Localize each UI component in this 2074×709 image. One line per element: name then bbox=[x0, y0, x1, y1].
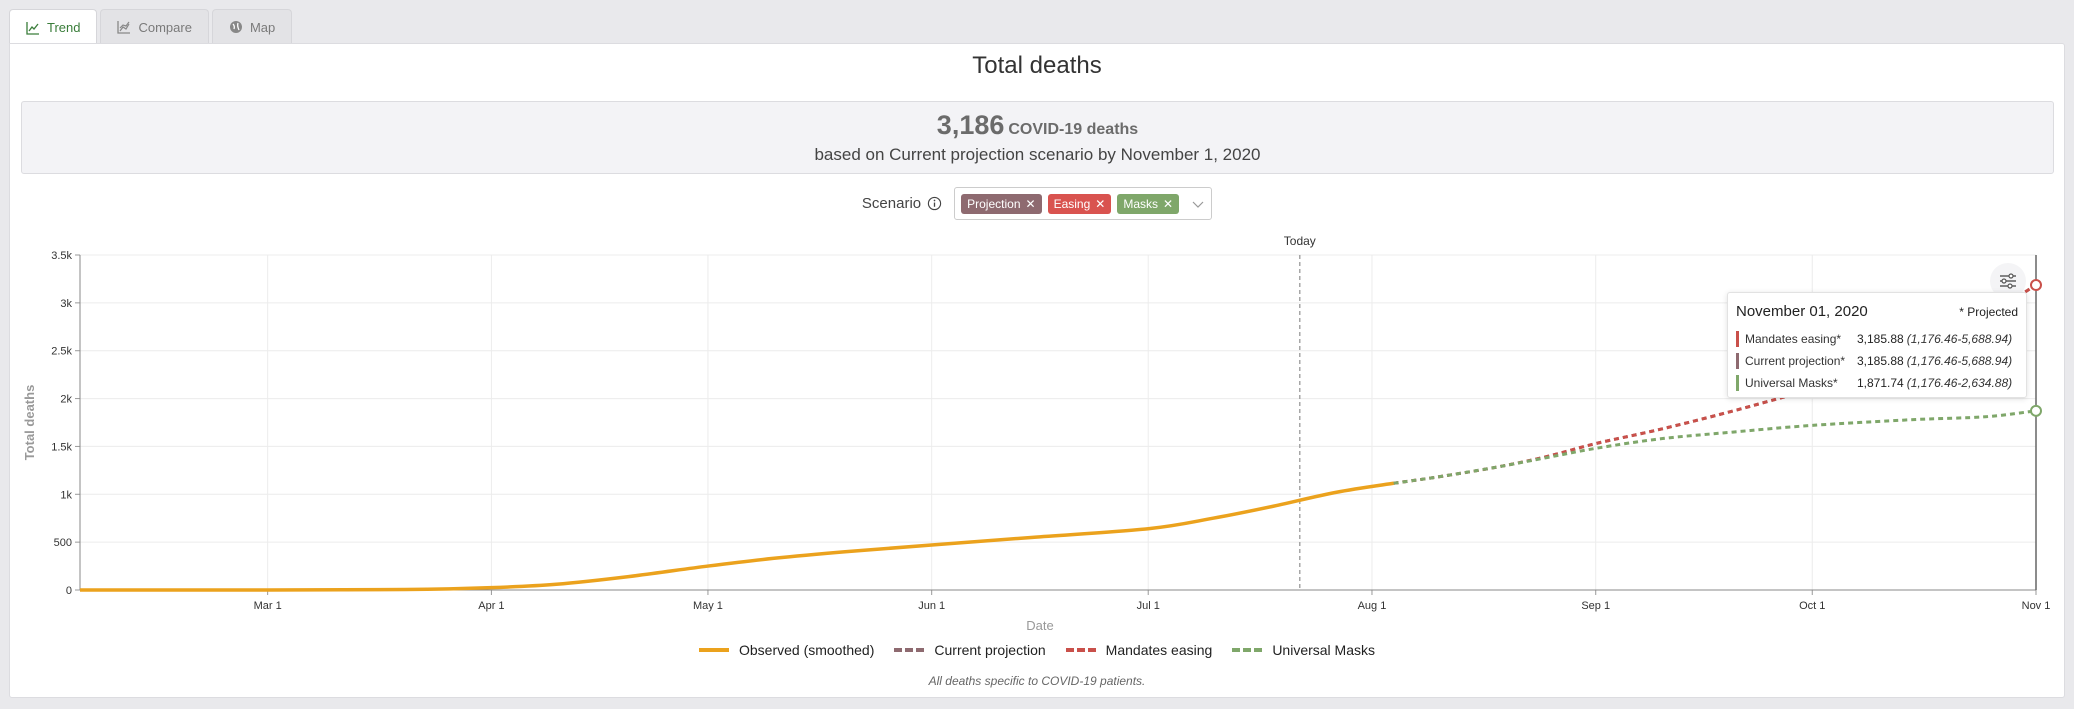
sliders-icon bbox=[2000, 273, 2016, 289]
summary-value: 3,186 bbox=[936, 110, 1005, 140]
tooltip-note: * Projected bbox=[1959, 305, 2018, 319]
page-title: Total deaths bbox=[972, 52, 1102, 79]
x-tick-label: Jul 1 bbox=[1137, 600, 1160, 612]
tab-trend[interactable]: Trend bbox=[9, 9, 98, 45]
tooltip-color-swatch bbox=[1736, 331, 1739, 347]
chip-masks-label: Masks bbox=[1123, 196, 1158, 211]
tooltip-row-value: 3,185.88 bbox=[1857, 354, 1904, 368]
y-tick-label: 1.5k bbox=[51, 441, 72, 453]
y-tick-label: 1k bbox=[60, 489, 72, 501]
summary-subtitle: based on Current projection scenario by … bbox=[814, 145, 1261, 164]
y-tick-label: 2.5k bbox=[51, 346, 72, 358]
series-line-universal-masks bbox=[1393, 409, 2037, 485]
globe-icon bbox=[229, 21, 242, 33]
tooltip-row: Current projection* 3,185.88 (1,176.46-5… bbox=[1736, 352, 2020, 370]
tab-trend-label: Trend bbox=[47, 20, 81, 35]
tooltip-row-name: Mandates easing* bbox=[1745, 332, 1842, 346]
tooltip-color-swatch bbox=[1736, 353, 1739, 369]
tab-compare-label: Compare bbox=[138, 19, 192, 35]
info-icon[interactable] bbox=[927, 196, 942, 211]
chip-projection[interactable]: Projection ✕ bbox=[961, 193, 1042, 214]
tooltip-color-swatch bbox=[1736, 375, 1739, 391]
x-tick-label: Apr 1 bbox=[478, 600, 504, 612]
close-icon[interactable]: ✕ bbox=[1025, 196, 1036, 211]
close-icon[interactable]: ✕ bbox=[1095, 196, 1106, 211]
summary-box: 3,186 COVID-19 deaths based on Current pr… bbox=[21, 101, 2054, 174]
tooltip-row-range: (1,176.46-5,688.94) bbox=[1906, 354, 2013, 368]
legend-label: Mandates easing bbox=[1105, 642, 1213, 658]
chip-easing-label: Easing bbox=[1053, 196, 1091, 211]
y-axis-label: Total deaths bbox=[22, 385, 37, 461]
tab-compare[interactable]: Compare bbox=[100, 9, 209, 44]
x-tick-label: Jun 1 bbox=[918, 600, 945, 612]
tooltip-row: Mandates easing* 3,185.88 (1,176.46-5,68… bbox=[1736, 330, 2020, 348]
tooltip-date: November 01, 2020 bbox=[1736, 303, 1868, 320]
line-chart-icon bbox=[26, 21, 39, 35]
hover-point bbox=[2030, 279, 2042, 292]
x-tick-label: Oct 1 bbox=[1799, 600, 1825, 612]
series-line-observed-smoothed- bbox=[79, 481, 1394, 592]
legend-label: Universal Masks bbox=[1272, 642, 1376, 658]
chart-legend: Observed (smoothed) Current projection M… bbox=[0, 642, 2074, 658]
legend-swatch bbox=[1232, 648, 1263, 652]
tooltip-row-value: 1,871.74 bbox=[1857, 376, 1904, 390]
tooltip-row-range: (1,176.46-5,688.94) bbox=[1906, 332, 2013, 346]
scenario-label: Scenario bbox=[861, 195, 922, 212]
scenario-selector: Scenario Projection ✕ Easing ✕ Masks ✕ bbox=[10, 187, 2064, 220]
legend-swatch bbox=[1065, 648, 1096, 652]
chip-masks[interactable]: Masks ✕ bbox=[1117, 193, 1180, 214]
tab-map-label: Map bbox=[249, 19, 276, 35]
view-tabs: Trend Compare Map bbox=[9, 9, 293, 45]
legend-label: Observed (smoothed) bbox=[738, 642, 875, 658]
legend-item-current-projection[interactable]: Current projection bbox=[894, 642, 1046, 658]
y-tick-label: 3.5k bbox=[51, 250, 72, 262]
today-label: Today bbox=[1284, 234, 1316, 248]
chip-projection-label: Projection bbox=[967, 196, 1021, 211]
legend-label: Current projection bbox=[934, 642, 1046, 658]
legend-swatch bbox=[698, 648, 729, 652]
x-tick-label: Mar 1 bbox=[254, 600, 282, 612]
y-tick-label: 2k bbox=[60, 394, 72, 406]
chevron-down-icon[interactable] bbox=[1191, 197, 1205, 211]
compare-chart-icon bbox=[117, 21, 131, 34]
tooltip-row-name: Universal Masks* bbox=[1745, 376, 1838, 390]
x-tick-label: Sep 1 bbox=[1581, 600, 1610, 612]
close-icon[interactable]: ✕ bbox=[1163, 196, 1174, 211]
x-tick-label: May 1 bbox=[693, 600, 723, 612]
y-tick-label: 0 bbox=[66, 585, 72, 597]
y-tick-label: 3k bbox=[60, 298, 72, 310]
hover-point bbox=[2030, 404, 2042, 417]
legend-item-mandates-easing[interactable]: Mandates easing bbox=[1065, 642, 1213, 658]
tab-map[interactable]: Map bbox=[211, 9, 293, 44]
chart-tooltip: November 01, 2020 * Projected Mandates e… bbox=[1727, 292, 2027, 398]
footnote: All deaths specific to COVID-19 patients… bbox=[928, 674, 1146, 688]
x-axis-label: Date bbox=[1026, 618, 1053, 633]
legend-item-observed[interactable]: Observed (smoothed) bbox=[698, 642, 875, 658]
x-tick-label: Nov 1 bbox=[2022, 600, 2051, 612]
chip-easing[interactable]: Easing ✕ bbox=[1047, 193, 1112, 214]
tooltip-row-value: 3,185.88 bbox=[1857, 332, 1904, 346]
tooltip-row-range: (1,176.46-2,634.88) bbox=[1906, 376, 2013, 390]
summary-unit: COVID-19 deaths bbox=[1008, 121, 1139, 138]
tooltip-row-name: Current projection* bbox=[1745, 354, 1846, 368]
legend-item-universal-masks[interactable]: Universal Masks bbox=[1232, 642, 1375, 658]
y-tick-label: 500 bbox=[54, 537, 72, 549]
legend-swatch bbox=[894, 648, 925, 652]
tooltip-row: Universal Masks* 1,871.74 (1,176.46-2,63… bbox=[1736, 374, 2020, 392]
x-tick-label: Aug 1 bbox=[1358, 600, 1387, 612]
scenario-multiselect[interactable]: Projection ✕ Easing ✕ Masks ✕ bbox=[954, 187, 1213, 220]
